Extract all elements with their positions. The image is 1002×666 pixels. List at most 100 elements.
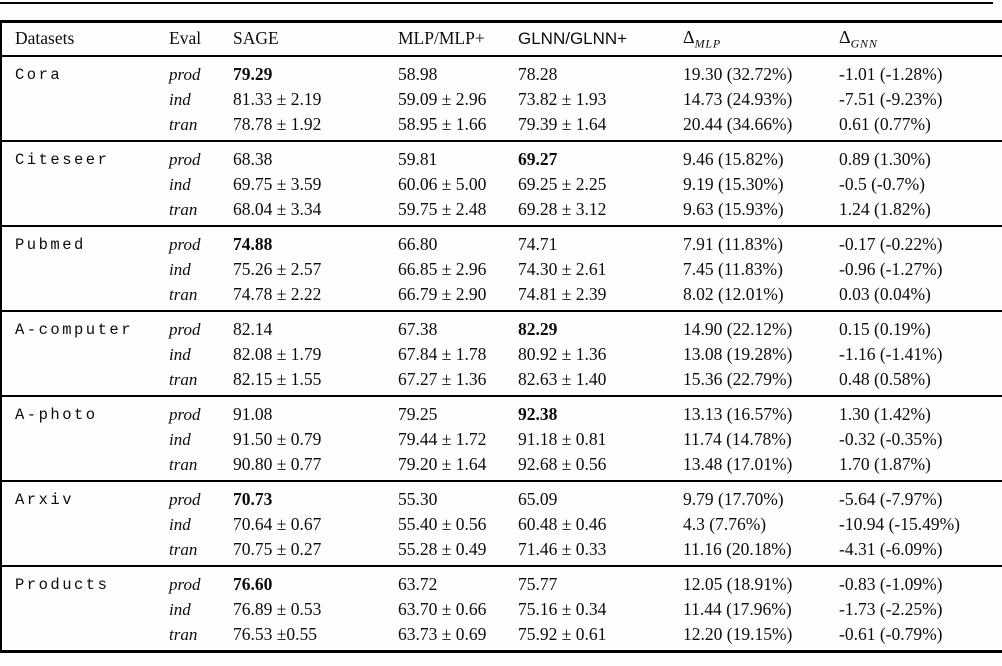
sage-value: 90.80 ± 0.77 <box>233 453 322 474</box>
sage-value: 79.29 <box>233 63 273 84</box>
eval-label: prod <box>169 489 201 509</box>
dataset-label: Pubmed <box>15 235 86 254</box>
table-row: Products prod 76.60 63.72 75.77 12.05 (18.91%… <box>1 566 1002 597</box>
delta-mlp-value: 11.16 (20.18%) <box>683 538 792 559</box>
delta-mlp-value: 13.13 (16.57%) <box>683 403 793 424</box>
delta-gnn-value: 0.61 (0.77%) <box>839 113 931 134</box>
dataset-label: Products <box>15 575 110 594</box>
glnn-value: 92.38 <box>518 403 558 424</box>
mlp-value: 63.72 <box>398 573 438 594</box>
sage-value: 70.73 <box>233 488 273 509</box>
delta-subscript: MLP <box>694 36 721 50</box>
eval-label: prod <box>169 404 201 424</box>
dataset-section: Products prod 76.60 63.72 75.77 12.05 (18.91%… <box>1 566 1002 651</box>
delta-gnn-value: -0.96 (-1.27%) <box>839 258 943 279</box>
eval-label: tran <box>169 284 198 304</box>
dataset-label: Arxiv <box>15 490 75 509</box>
delta-mlp-value: 13.08 (19.28%) <box>683 343 793 364</box>
table-row: ind 82.08 ± 1.79 67.84 ± 1.78 80.92 ± 1.36 1… <box>1 342 1002 367</box>
delta-gnn-value: -0.61 (-0.79%) <box>839 623 943 644</box>
dataset-label: Citeseer <box>15 150 110 169</box>
mlp-value: 66.80 <box>398 233 438 254</box>
dataset-label: Cora <box>15 65 63 84</box>
delta-mlp-value: 4.3 (7.76%) <box>683 513 767 534</box>
glnn-value: 69.27 <box>518 148 558 169</box>
eval-label: tran <box>169 114 198 134</box>
glnn-value: 74.81 ± 2.39 <box>518 283 607 304</box>
sage-value: 70.64 ± 0.67 <box>233 513 322 534</box>
delta-gnn-value: -1.01 (-1.28%) <box>839 63 943 84</box>
table-row: ind 76.89 ± 0.53 63.70 ± 0.66 75.16 ± 0.34 1… <box>1 597 1002 622</box>
mlp-value: 59.09 ± 2.96 <box>398 88 487 109</box>
mlp-value: 66.79 ± 2.90 <box>398 283 487 304</box>
table-row: Pubmed prod 74.88 66.80 74.71 7.91 (11.83%) -0… <box>1 226 1002 257</box>
delta-mlp-value: 20.44 (34.66%) <box>683 113 793 134</box>
delta-gnn-value: 1.24 (1.82%) <box>839 198 931 219</box>
delta-mlp-value: 8.02 (12.01%) <box>683 283 784 304</box>
top-rule <box>0 2 993 4</box>
table-row: Cora prod 79.29 58.98 78.28 19.30 (32.72%) -1.… <box>1 56 1002 87</box>
delta-gnn-value: -7.51 (-9.23%) <box>839 88 943 109</box>
sage-value: 82.15 ± 1.55 <box>233 368 322 389</box>
column-header-delta-mlp: ΔMLP <box>683 22 839 56</box>
eval-label: ind <box>169 429 191 449</box>
sage-value: 81.33 ± 2.19 <box>233 88 322 109</box>
delta-gnn-value: -4.31 (-6.09%) <box>839 538 943 559</box>
sage-value: 78.78 ± 1.92 <box>233 113 322 134</box>
glnn-value: 71.46 ± 0.33 <box>518 538 607 559</box>
sage-value: 76.53 ±0.55 <box>233 623 317 644</box>
sage-value: 76.60 <box>233 573 273 594</box>
delta-mlp-value: 14.73 (24.93%) <box>683 88 793 109</box>
eval-label: tran <box>169 369 198 389</box>
glnn-value: 74.30 ± 2.61 <box>518 258 607 279</box>
table-row: ind 75.26 ± 2.57 66.85 ± 2.96 74.30 ± 2.61 7… <box>1 257 1002 282</box>
mlp-value: 79.25 <box>398 403 438 424</box>
sage-value: 91.08 <box>233 403 273 424</box>
mlp-value: 60.06 ± 5.00 <box>398 173 487 194</box>
column-header-sage: SAGE <box>233 28 279 49</box>
delta-subscript: GNN <box>850 36 878 50</box>
eval-label: tran <box>169 539 198 559</box>
table-row: ind 81.33 ± 2.19 59.09 ± 2.96 73.82 ± 1.93 1… <box>1 87 1002 112</box>
delta-gnn-value: -0.32 (-0.35%) <box>839 428 943 449</box>
delta-symbol: Δ <box>839 26 851 47</box>
mlp-value: 59.75 ± 2.48 <box>398 198 487 219</box>
table-header: Datasets Eval SAGE MLP/MLP+ GLNN/GLNN+ Δ… <box>1 22 1002 56</box>
eval-label: tran <box>169 199 198 219</box>
mlp-value: 55.40 ± 0.56 <box>398 513 487 534</box>
delta-mlp-value: 15.36 (22.79%) <box>683 368 793 389</box>
column-header-glnn: GLNN/GLNN+ <box>518 28 628 48</box>
eval-label: tran <box>169 454 198 474</box>
delta-gnn-value: -1.73 (-2.25%) <box>839 598 943 619</box>
delta-gnn-value: 1.30 (1.42%) <box>839 403 931 424</box>
glnn-value: 65.09 <box>518 488 558 509</box>
glnn-value: 69.25 ± 2.25 <box>518 173 607 194</box>
eval-label: ind <box>169 344 191 364</box>
mlp-value: 63.73 ± 0.69 <box>398 623 487 644</box>
mlp-value: 67.38 <box>398 318 438 339</box>
delta-gnn-value: -0.5 (-0.7%) <box>839 173 926 194</box>
table-row: ind 70.64 ± 0.67 55.40 ± 0.56 60.48 ± 0.46 4… <box>1 512 1002 537</box>
glnn-value: 78.28 <box>518 63 558 84</box>
table-row: tran 74.78 ± 2.22 66.79 ± 2.90 74.81 ± 2.39… <box>1 282 1002 311</box>
delta-gnn-value: -0.83 (-1.09%) <box>839 573 943 594</box>
sage-value: 70.75 ± 0.27 <box>233 538 322 559</box>
delta-mlp-value: 9.46 (15.82%) <box>683 148 784 169</box>
table-row: tran 90.80 ± 0.77 79.20 ± 1.64 92.68 ± 0.56… <box>1 452 1002 481</box>
delta-mlp-value: 7.91 (11.83%) <box>683 233 783 254</box>
sage-value: 76.89 ± 0.53 <box>233 598 322 619</box>
delta-mlp-value: 19.30 (32.72%) <box>683 63 793 84</box>
glnn-value: 74.71 <box>518 233 558 254</box>
table-row: Arxiv prod 70.73 55.30 65.09 9.79 (17.70%) -5.… <box>1 481 1002 512</box>
delta-gnn-value: -5.64 (-7.97%) <box>839 488 943 509</box>
dataset-label: A-computer <box>15 320 134 339</box>
delta-gnn-value: 0.48 (0.58%) <box>839 368 931 389</box>
delta-gnn-value: -0.17 (-0.22%) <box>839 233 943 254</box>
delta-mlp-value: 9.63 (15.93%) <box>683 198 784 219</box>
eval-label: prod <box>169 319 201 339</box>
glnn-value: 60.48 ± 0.46 <box>518 513 607 534</box>
sage-value: 82.14 <box>233 318 273 339</box>
sage-value: 69.75 ± 3.59 <box>233 173 322 194</box>
header-row: Datasets Eval SAGE MLP/MLP+ GLNN/GLNN+ Δ… <box>1 22 1002 56</box>
